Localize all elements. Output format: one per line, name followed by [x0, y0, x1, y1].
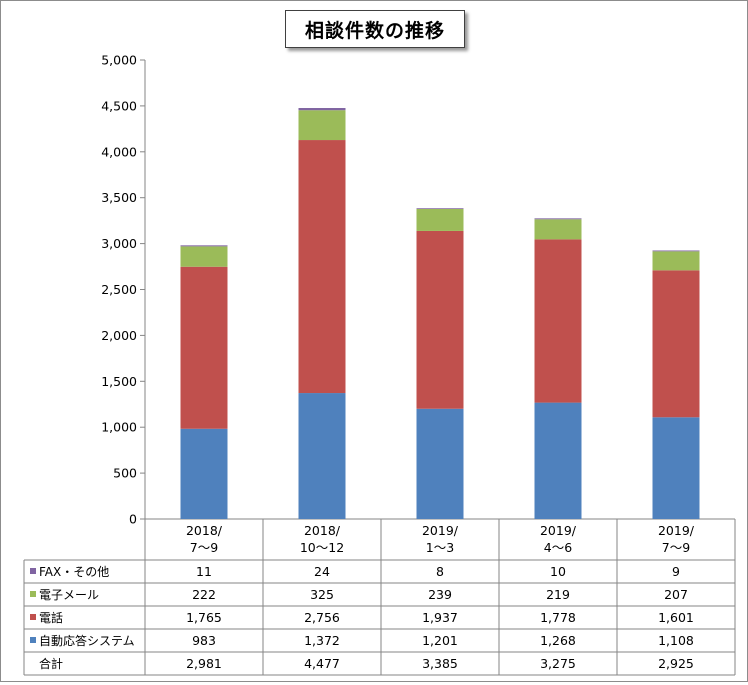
- x-category-label: 10〜12: [300, 540, 344, 555]
- x-category-label: 2019/: [540, 523, 577, 538]
- bar-segment: [534, 402, 582, 519]
- legend-label: FAX・その他: [39, 565, 109, 579]
- x-category-label: 1〜3: [426, 540, 454, 555]
- table-value: 8: [436, 564, 444, 579]
- y-tick-label: 500: [113, 466, 137, 481]
- bar-segment: [416, 230, 464, 409]
- total-value: 3,385: [422, 656, 458, 671]
- x-category-label: 2019/: [658, 523, 695, 538]
- bar-segment: [180, 428, 228, 519]
- total-label: 合計: [39, 656, 63, 671]
- table-value: 10: [550, 564, 566, 579]
- x-category-label: 2018/: [304, 523, 341, 538]
- x-category-label: 2018/: [186, 523, 223, 538]
- bar-segment: [534, 218, 582, 220]
- bar-segment: [180, 245, 228, 247]
- table-value: 239: [428, 587, 452, 602]
- table-value: 207: [664, 587, 688, 602]
- table-value: 219: [546, 587, 570, 602]
- x-category-label: 7〜9: [662, 540, 690, 555]
- total-value: 2,925: [658, 656, 694, 671]
- table-value: 1,765: [186, 610, 222, 625]
- table-value: 1,601: [658, 610, 694, 625]
- bar-segment: [534, 239, 582, 403]
- legend-label: 電話: [39, 610, 63, 625]
- table-value: 9: [672, 564, 680, 579]
- y-tick-label: 1,500: [101, 374, 137, 389]
- bar-segment: [298, 110, 346, 141]
- x-category-label: 2019/: [422, 523, 459, 538]
- bar-segment: [180, 266, 228, 429]
- bar-segment: [180, 246, 228, 267]
- y-tick-label: 4,000: [101, 144, 137, 159]
- legend-swatch: [30, 614, 36, 620]
- legend-swatch: [30, 568, 36, 574]
- table-value: 1,268: [540, 633, 576, 648]
- legend-swatch: [30, 591, 36, 597]
- y-tick-label: 4,500: [101, 98, 137, 113]
- x-category-label: 4〜6: [544, 540, 572, 555]
- bar-segment: [534, 219, 582, 240]
- y-tick-label: 1,000: [101, 420, 137, 435]
- bar-segment: [416, 208, 464, 231]
- total-value: 4,477: [304, 656, 340, 671]
- y-tick-label: 5,000: [101, 53, 137, 68]
- bar-segment: [652, 270, 700, 418]
- table-value: 1,372: [304, 633, 340, 648]
- table-value: 2,756: [304, 610, 340, 625]
- bar-segment: [652, 251, 700, 271]
- bar-segment: [416, 408, 464, 519]
- legend-swatch: [30, 637, 36, 643]
- y-tick-label: 2,500: [101, 282, 137, 297]
- x-category-label: 7〜9: [190, 540, 218, 555]
- chart-title: 相談件数の推移: [285, 10, 465, 48]
- bar-segment: [652, 417, 700, 519]
- bar-segment: [652, 250, 700, 252]
- bar-segment: [298, 140, 346, 394]
- table-value: 325: [310, 587, 334, 602]
- legend-label: 自動応答システム: [39, 633, 135, 648]
- table-value: 1,778: [540, 610, 576, 625]
- total-value: 3,275: [540, 656, 576, 671]
- table-value: 24: [314, 564, 330, 579]
- table-value: 1,108: [658, 633, 694, 648]
- bar-segment: [298, 108, 346, 111]
- bar-segment: [416, 208, 464, 209]
- y-tick-label: 2,000: [101, 328, 137, 343]
- y-tick-label: 0: [129, 512, 137, 527]
- legend-label: 電子メール: [39, 588, 99, 602]
- table-value: 222: [192, 587, 216, 602]
- y-tick-label: 3,000: [101, 236, 137, 251]
- y-tick-label: 3,500: [101, 190, 137, 205]
- bar-segment: [298, 393, 346, 519]
- table-value: 11: [196, 564, 212, 579]
- total-value: 2,981: [186, 656, 222, 671]
- table-value: 1,201: [422, 633, 458, 648]
- table-value: 1,937: [422, 610, 458, 625]
- table-value: 983: [192, 633, 216, 648]
